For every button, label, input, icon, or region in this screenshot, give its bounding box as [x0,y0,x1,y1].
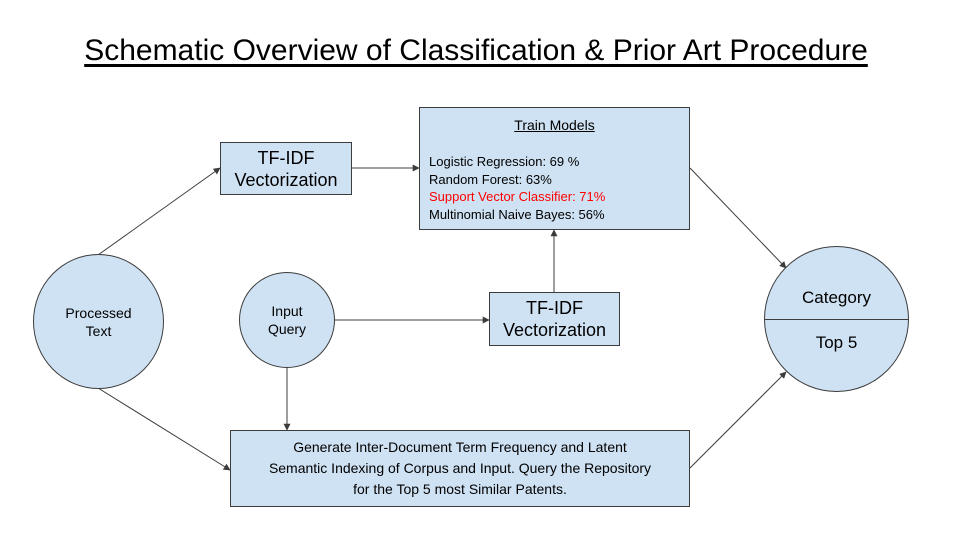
input-query-node: Input Query [239,272,335,368]
model-list: Logistic Regression: 69 % Random Forest:… [429,153,605,223]
model-logistic-regression: Logistic Regression: 69 % [429,153,605,171]
arrow-processed-to-tfidf [98,168,220,255]
tfidf-mid-label-2: Vectorization [503,319,606,341]
lsi-line-1: Generate Inter-Document Term Frequency a… [269,437,651,458]
processed-text-label-1: Processed [65,304,131,322]
processed-text-node: Processed Text [33,254,164,389]
tfidf-mid-label-1: TF-IDF [503,297,606,319]
lsi-line-3: for the Top 5 most Similar Patents. [269,479,651,500]
train-models-box: Train Models Logistic Regression: 69 % R… [419,107,690,230]
output-category-label: Category [765,288,908,308]
input-query-label-1: Input [268,302,306,320]
tfidf-top-label-1: TF-IDF [234,147,337,169]
lsi-line-2: Semantic Indexing of Corpus and Input. Q… [269,458,651,479]
train-models-header: Train Models [420,117,689,133]
lsi-query-box: Generate Inter-Document Term Frequency a… [230,430,690,507]
output-divider [765,319,908,320]
output-top5-label: Top 5 [765,333,908,353]
arrow-lsi-to-output [690,372,786,468]
model-random-forest: Random Forest: 63% [429,171,605,189]
tfidf-vectorization-top: TF-IDF Vectorization [220,142,352,195]
input-query-label-2: Query [268,320,306,338]
model-multinomial-naive-bayes: Multinomial Naive Bayes: 56% [429,206,605,224]
arrow-train-to-output [690,168,786,268]
arrow-processed-to-lsi [98,388,230,470]
model-support-vector-classifier: Support Vector Classifier: 71% [429,188,605,206]
tfidf-top-label-2: Vectorization [234,169,337,191]
output-node: Category Top 5 [764,246,909,392]
tfidf-vectorization-middle: TF-IDF Vectorization [489,292,620,346]
processed-text-label-2: Text [65,322,131,340]
